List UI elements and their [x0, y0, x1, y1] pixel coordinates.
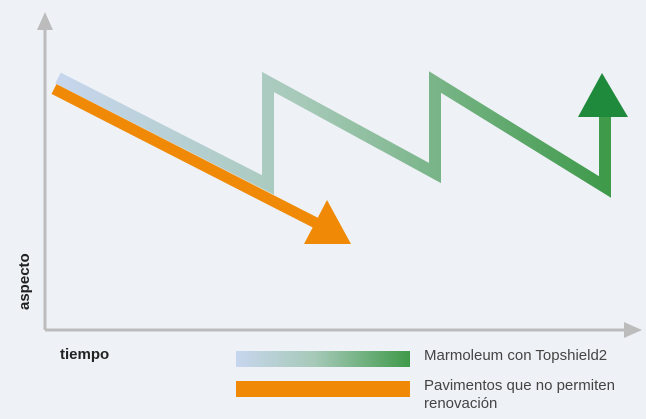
- x-axis-label: tiempo: [60, 346, 110, 363]
- legend-item-marmoleum: Marmoleum con Topshield2: [236, 347, 646, 377]
- y-axis-label: aspecto: [16, 253, 33, 310]
- legend-swatch-orange: [236, 381, 410, 397]
- pavimentos-arrowhead: [304, 200, 351, 244]
- legend: Marmoleum con Topshield2 Pavimentos que …: [236, 347, 646, 412]
- marmoleum-line: [55, 71, 611, 198]
- legend-label: Pavimentos que no permiten renovación: [424, 377, 615, 412]
- y-axis-arrowhead: [37, 12, 53, 30]
- legend-swatch-gradient: [236, 351, 410, 367]
- legend-item-pavimentos: Pavimentos que no permiten renovación: [236, 377, 646, 412]
- pavimentos-line: [51, 84, 321, 229]
- marmoleum-arrowhead: [578, 73, 628, 117]
- x-axis-arrowhead: [624, 322, 642, 338]
- legend-label: Marmoleum con Topshield2: [424, 347, 608, 364]
